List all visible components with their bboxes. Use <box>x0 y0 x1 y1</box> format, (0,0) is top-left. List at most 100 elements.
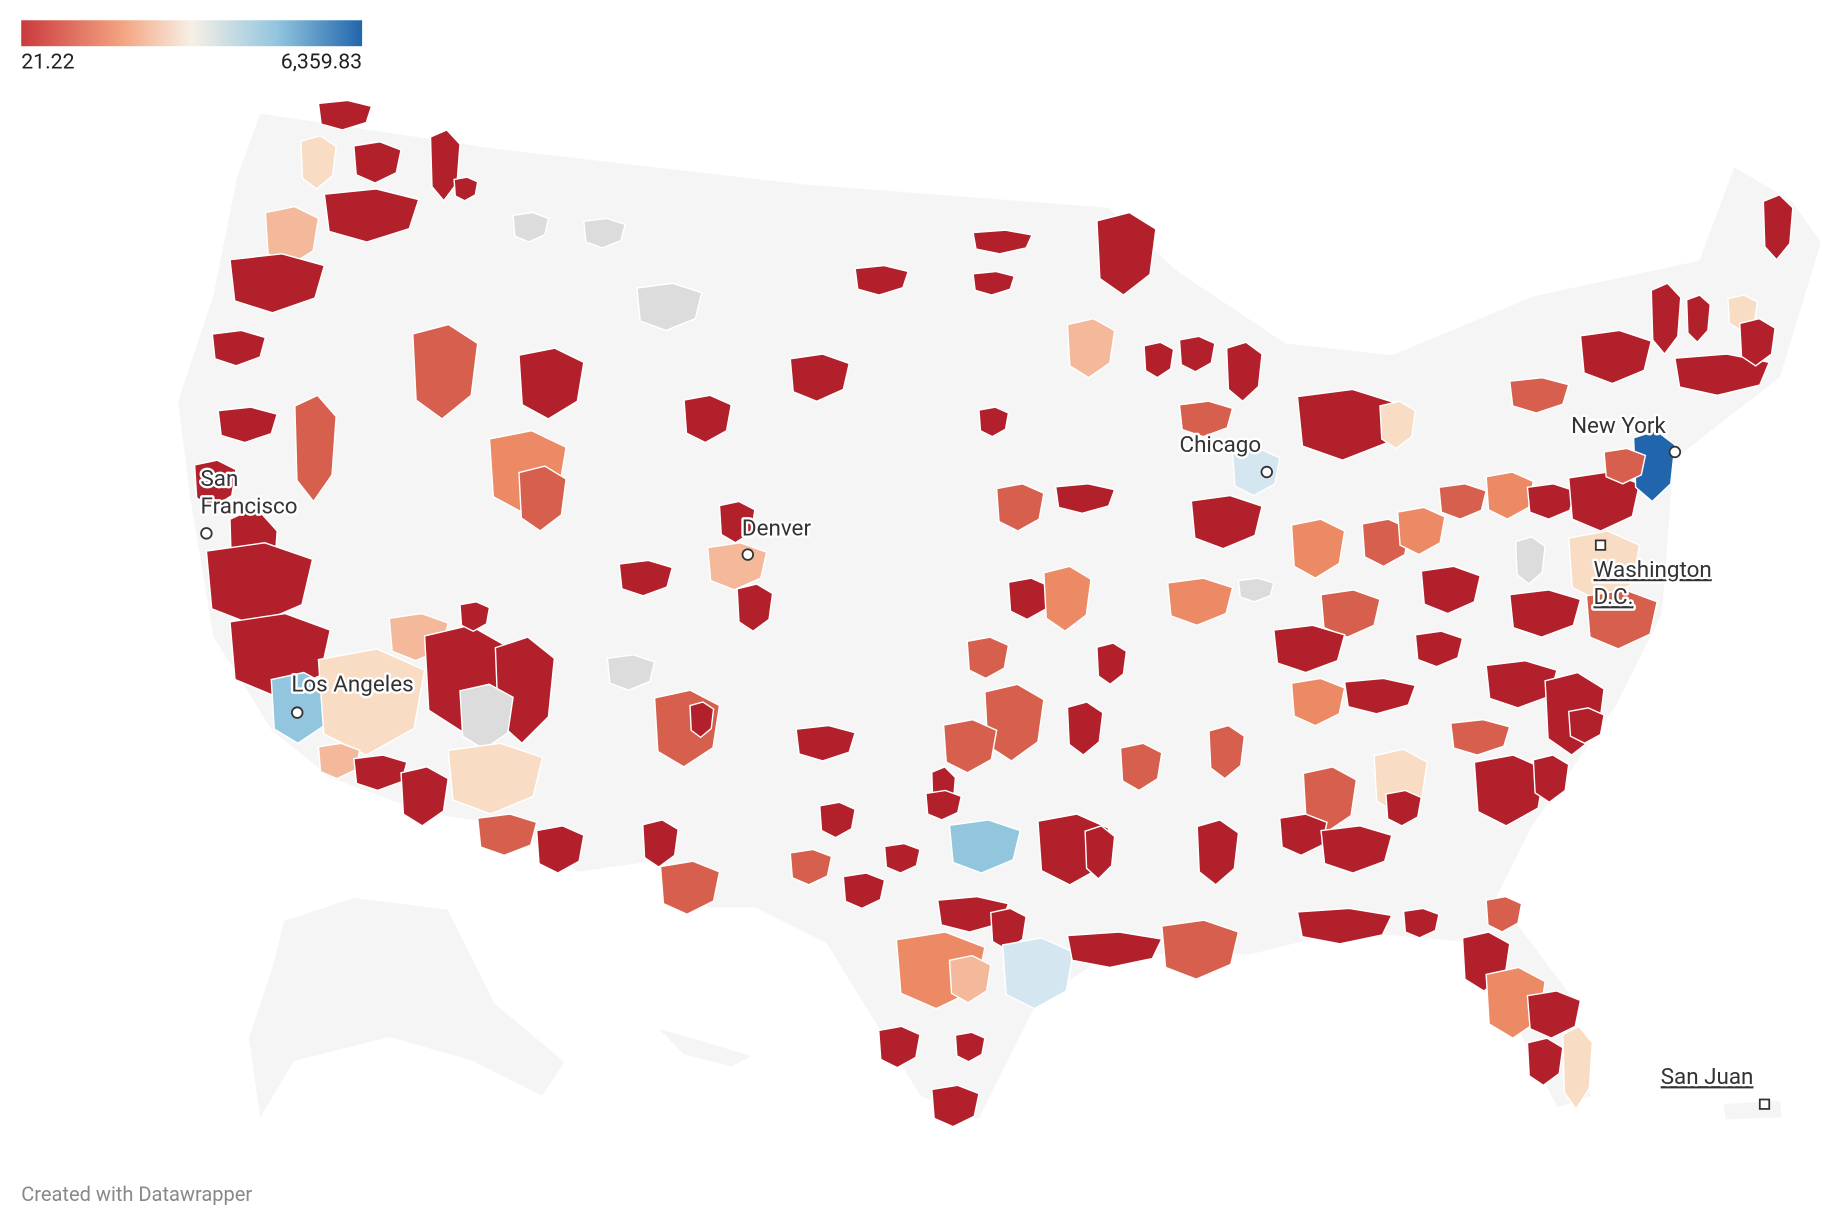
metro-area <box>1066 931 1163 969</box>
metro-area <box>1178 335 1216 373</box>
metro-area <box>1514 536 1546 585</box>
metro-area <box>925 789 963 821</box>
city-marker <box>1668 445 1682 459</box>
metro-area <box>931 1084 980 1128</box>
metro-area <box>1473 754 1546 827</box>
metro-area <box>1532 754 1570 804</box>
metro-area <box>966 636 1010 680</box>
metro-area <box>990 907 1027 951</box>
metro-area <box>1066 701 1104 756</box>
metro-area <box>1438 483 1487 520</box>
hawaii <box>650 1023 759 1069</box>
metro-area <box>1485 895 1523 933</box>
city-label: New York <box>1571 413 1666 439</box>
metro-area <box>1178 400 1234 438</box>
metro-area <box>789 848 833 886</box>
metro-area <box>476 813 538 857</box>
metro-area <box>317 99 373 131</box>
metro-area <box>294 394 337 503</box>
metro-area <box>459 601 491 633</box>
metro-area <box>1385 789 1423 827</box>
metro-areas <box>193 99 1794 1128</box>
city-marker <box>1260 465 1273 479</box>
metro-area <box>1084 825 1116 880</box>
metro-area <box>1420 565 1482 615</box>
metro-area <box>818 801 856 839</box>
metro-area <box>636 282 703 332</box>
city-label: Washington <box>1593 557 1711 583</box>
city-label: Los Angeles <box>291 671 413 697</box>
metro-area <box>948 819 1022 874</box>
puerto-rico <box>1720 1098 1785 1122</box>
metro-area <box>1526 1037 1564 1087</box>
metro-area <box>606 654 656 691</box>
metro-area <box>1054 483 1116 515</box>
metro-area <box>323 188 420 243</box>
city-marker <box>1594 539 1607 551</box>
metro-area <box>1508 376 1570 414</box>
metro-area <box>1208 724 1246 780</box>
metro-area <box>211 329 267 367</box>
metro-area <box>972 229 1034 255</box>
metro-area <box>995 483 1045 532</box>
metro-area <box>1485 471 1535 520</box>
metro-area <box>854 264 910 296</box>
metro-area <box>1449 718 1511 756</box>
metro-area <box>1320 589 1381 638</box>
city-label: Francisco <box>201 493 298 519</box>
metro-area <box>1685 294 1711 344</box>
metro-area <box>948 954 992 1004</box>
metro-area <box>618 559 674 597</box>
metro-area <box>1320 825 1393 874</box>
metro-area <box>1562 1025 1594 1111</box>
metro-area <box>1290 677 1346 727</box>
metro-area <box>518 347 585 420</box>
metro-area <box>1196 819 1240 886</box>
metro-area <box>264 205 320 267</box>
metro-area <box>1585 589 1659 650</box>
metro-area <box>1402 907 1440 939</box>
city-marker <box>1758 1098 1771 1110</box>
metro-area <box>1343 677 1417 715</box>
metro-area <box>1603 447 1647 485</box>
metro-area <box>1762 193 1794 261</box>
metro-area <box>842 872 886 910</box>
metro-area <box>1161 919 1240 980</box>
legend-min: 21.22 <box>21 50 74 75</box>
metro-area <box>978 406 1010 438</box>
metro-area <box>353 141 402 184</box>
metro-area <box>1166 577 1234 627</box>
metro-area <box>1650 282 1682 356</box>
metro-area <box>718 500 756 544</box>
metro-area <box>412 323 479 420</box>
metro-area <box>1379 400 1417 450</box>
metro-area <box>1066 317 1116 379</box>
metro-area <box>1096 211 1157 296</box>
metro-area <box>217 406 279 444</box>
city-marker <box>741 548 754 561</box>
metro-area <box>1632 429 1676 503</box>
metro-area <box>205 542 314 627</box>
city-label: San <box>201 466 239 492</box>
metro-area <box>400 766 449 827</box>
metro-area <box>512 211 550 243</box>
metro-area <box>1225 341 1263 403</box>
metro-area <box>683 394 733 444</box>
metro-area <box>193 459 237 509</box>
metro-area <box>453 176 479 202</box>
alaska <box>246 895 568 1125</box>
metro-area <box>942 718 998 774</box>
metro-area <box>317 648 426 756</box>
city-label: San Juan <box>1661 1064 1754 1090</box>
metro-area <box>795 724 857 762</box>
metro-area <box>1273 624 1346 674</box>
metro-area <box>1231 447 1281 497</box>
metro-area <box>883 842 921 874</box>
city-marker <box>200 527 213 540</box>
legend-gradient <box>21 20 363 47</box>
city-marker <box>291 706 304 719</box>
metro-area <box>642 819 679 868</box>
